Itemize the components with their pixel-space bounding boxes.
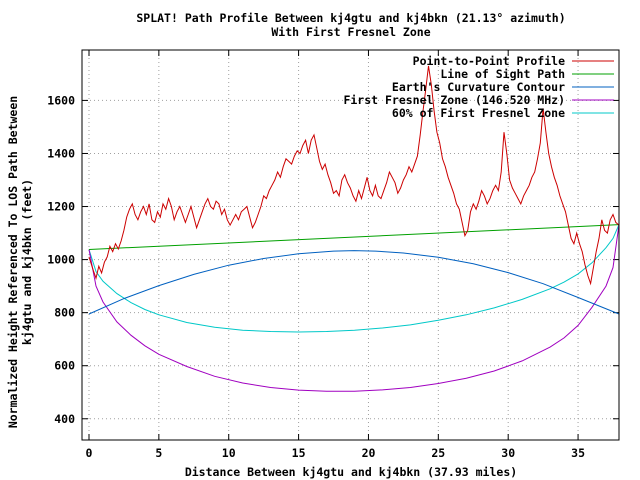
- legend-label-fresnel: First Fresnel Zone (146.520 MHz): [343, 93, 565, 107]
- x-tick-label: 35: [571, 446, 585, 460]
- legend-label-profile: Point-to-Point Profile: [413, 54, 565, 68]
- grid-lines: [82, 50, 619, 440]
- y-tick-label: 800: [54, 306, 75, 320]
- x-axis-label: Distance Between kj4gtu and kj4bkn (37.9…: [185, 465, 517, 479]
- fresnel-zone-line: [88, 224, 620, 392]
- fresnel-60-line: [88, 224, 620, 333]
- y-axis-label-line-2: kj4gtu and kj4bkn (feet): [20, 179, 34, 345]
- y-tick-label: 400: [54, 412, 75, 426]
- legend: Point-to-Point Profile Line of Sight Pat…: [343, 54, 614, 120]
- series-lines: [88, 65, 620, 392]
- x-tick-label: 20: [362, 446, 376, 460]
- y-tick-label: 1200: [47, 200, 75, 214]
- y-tick-label: 1600: [47, 93, 75, 107]
- x-tick-label: 10: [222, 446, 236, 460]
- y-tick-label: 1400: [47, 147, 75, 161]
- legend-label-los: Line of Sight Path: [440, 67, 565, 81]
- line-of-sight-line: [88, 224, 620, 250]
- x-tick-label: 15: [292, 446, 306, 460]
- legend-label-fresnel-60: 60% of First Fresnel Zone: [392, 106, 565, 120]
- y-tick-label: 600: [54, 359, 75, 373]
- y-axis-label-line-1: Normalized Height Referenced To LOS Path…: [6, 96, 20, 428]
- y-tick-label: 1000: [47, 253, 75, 267]
- earth-curvature-line: [88, 250, 620, 315]
- legend-label-curvature: Earth's Curvature Contour: [392, 80, 565, 94]
- plot-frame: [81, 49, 620, 441]
- chart-title: SPLAT! Path Profile Between kj4gtu and k…: [136, 11, 565, 25]
- chart-subtitle: With First Fresnel Zone: [271, 25, 430, 39]
- profile-line: [88, 65, 620, 286]
- x-tick-labels: 0 5 10 15 20 25 30 35: [86, 446, 586, 460]
- x-tick-label: 5: [155, 446, 162, 460]
- x-tick-label: 0: [86, 446, 93, 460]
- y-tick-labels: 400 600 800 1000 1200 1400 1600: [47, 93, 75, 425]
- axis-ticks: [82, 50, 619, 440]
- x-tick-label: 25: [431, 446, 445, 460]
- x-tick-label: 30: [501, 446, 515, 460]
